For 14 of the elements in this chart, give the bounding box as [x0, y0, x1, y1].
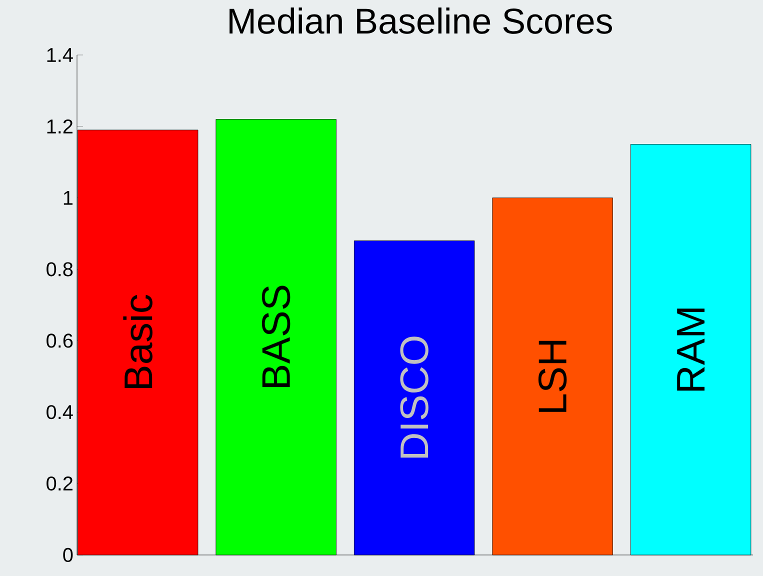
- x-tick-label: Basic: [123, 294, 152, 388]
- y-tick-label: 0.2: [46, 476, 72, 491]
- y-tick-label: 0: [63, 548, 73, 562]
- y-tick-label: 1.2: [47, 119, 72, 134]
- y-tick-label: 1.4: [47, 48, 73, 62]
- x-tick-label: BASS: [262, 286, 290, 388]
- x-tick-label: DISCO: [400, 336, 428, 458]
- y-tick-label: 0.4: [46, 405, 73, 420]
- chart-title: Median Baseline Scores: [230, 8, 612, 34]
- x-tick-label: LSH: [538, 340, 567, 412]
- y-tick-label: 0.8: [46, 262, 73, 276]
- y-tick-label: 0.6: [46, 334, 73, 348]
- y-tick-label: 1: [64, 190, 73, 205]
- x-tick-label: RAM: [677, 308, 705, 391]
